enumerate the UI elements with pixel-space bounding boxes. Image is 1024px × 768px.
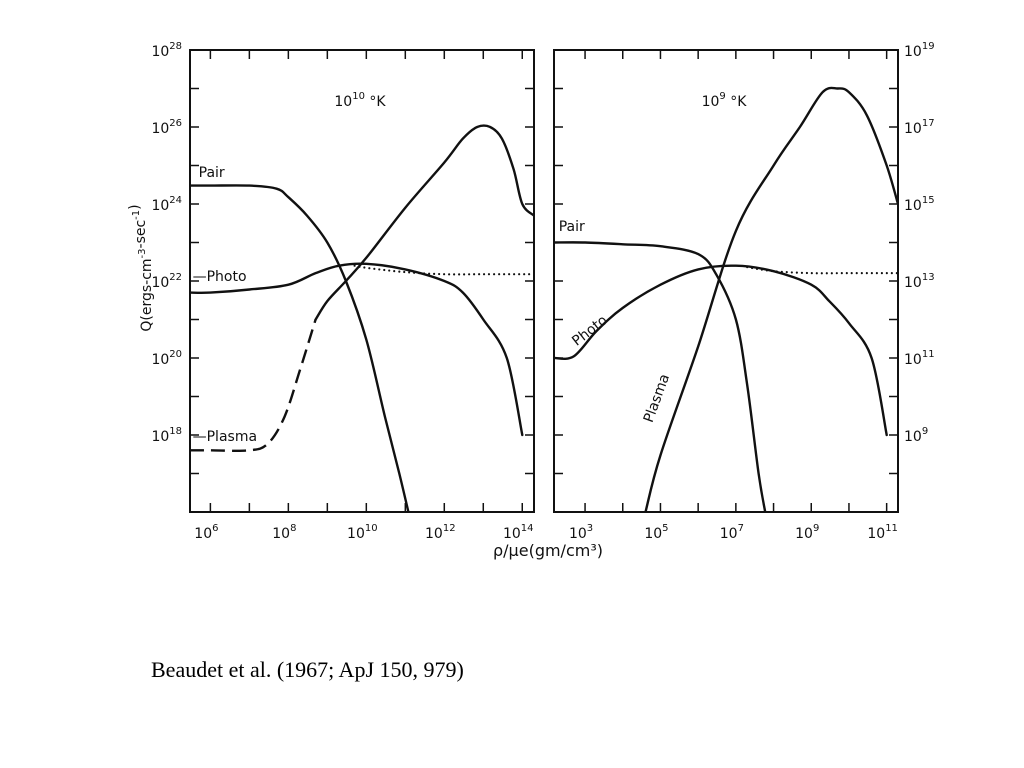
y-tick-label: 1026: [151, 118, 182, 137]
left-series-photo-extension: [353, 264, 534, 276]
left-temperature-label: 1010 °K: [334, 91, 386, 110]
left-panel: 106 108 1010 1012 1014 1018 1020 1022 1024 1026 10…: [151, 41, 535, 542]
x-tick-label: 105: [644, 523, 668, 542]
figure-caption: Beaudet et al. (1967; ApJ 150, 979): [151, 657, 464, 682]
x-tick-label: 107: [720, 523, 744, 542]
right-panel: 103 105 107 109 1011 109 1011 1013 1015 1017 1019 P…: [553, 41, 935, 542]
x-tick-label: 108: [272, 523, 296, 542]
curve-label: Pair: [199, 165, 225, 181]
x-axis-label: ρ/μe(gm/cm³): [493, 541, 603, 560]
x-tick-label: 109: [795, 523, 819, 542]
left-series-plasma-solid: [314, 124, 534, 321]
right-series-photo-extension: [746, 266, 898, 275]
curve-label: —Photo: [193, 269, 247, 285]
curve-label: —Plasma: [193, 429, 257, 445]
x-tick-label: 1014: [503, 523, 534, 542]
curve-label: Pair: [559, 219, 585, 235]
right-series-pair: [554, 241, 767, 512]
curve-label: Plasma: [641, 372, 673, 425]
y-tick-label: 109: [904, 426, 928, 445]
left-series-photo: [190, 262, 524, 437]
y-tick-label: 1020: [151, 349, 182, 368]
shared-labels: Q(ergs-cm-3-sec-1) ρ/μe(gm/cm³): [127, 204, 603, 560]
x-tick-label: 1012: [425, 523, 456, 542]
right-series-plasma: [644, 86, 898, 512]
y-tick-label: 1019: [904, 41, 935, 60]
right-plot-frame: [553, 49, 899, 513]
y-tick-label: 1022: [151, 272, 182, 291]
y-tick-label: 1013: [904, 272, 935, 291]
y-tick-label: 1015: [904, 195, 935, 214]
x-tick-label: 1011: [867, 523, 898, 542]
y-tick-label: 1024: [151, 195, 182, 214]
y-tick-label: 1018: [151, 426, 182, 445]
left-series-pair: [190, 184, 410, 512]
y-tick-label: 1028: [151, 41, 182, 60]
y-axis-label: Q(ergs-cm-3-sec-1): [127, 204, 155, 331]
x-tick-label: 106: [194, 523, 218, 542]
y-tick-label: 1011: [904, 349, 935, 368]
right-temperature-label: 109 °K: [702, 91, 748, 110]
right-series-photo: [554, 264, 888, 437]
curve-label: Photo: [569, 312, 610, 349]
x-tick-label: 103: [569, 523, 593, 542]
x-tick-label: 1010: [347, 523, 378, 542]
y-tick-label: 1017: [904, 118, 935, 137]
